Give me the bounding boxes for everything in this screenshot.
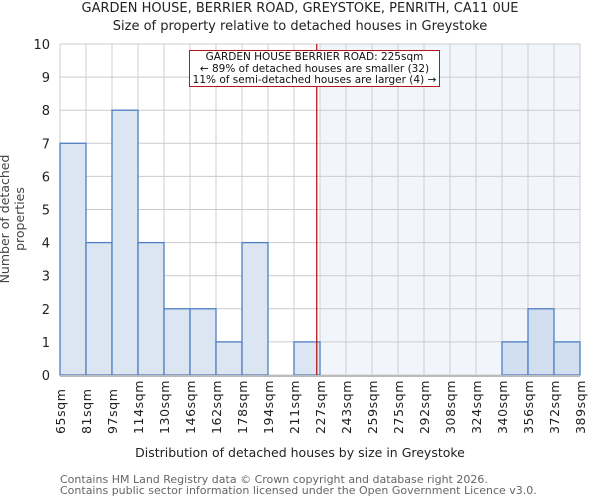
histogram-bar bbox=[137, 241, 165, 376]
x-tick-label: 65sqm bbox=[53, 388, 68, 434]
y-tick-label: 6 bbox=[42, 170, 50, 185]
y-tick-label: 3 bbox=[42, 270, 50, 285]
property-annotation-box: GARDEN HOUSE BERRIER ROAD: 225sqm ← 89% … bbox=[189, 50, 440, 87]
x-tick-label: 292sqm bbox=[417, 380, 432, 434]
annotation-line-1: GARDEN HOUSE BERRIER ROAD: 225sqm bbox=[205, 51, 424, 63]
annotation-line-2: ← 89% of detached houses are smaller (32… bbox=[199, 62, 430, 75]
histogram-bar bbox=[163, 308, 191, 376]
y-tick-label: 8 bbox=[42, 104, 50, 119]
histogram-bar bbox=[501, 341, 529, 376]
chart-title: GARDEN HOUSE, BERRIER ROAD, GREYSTOKE, P… bbox=[81, 1, 519, 16]
x-tick-label: 81sqm bbox=[79, 388, 94, 434]
y-tick-label: 4 bbox=[42, 237, 50, 252]
histogram-bar bbox=[111, 109, 139, 376]
x-axis-title: Distribution of detached houses by size … bbox=[135, 445, 465, 460]
x-tick-label: 97sqm bbox=[105, 388, 120, 434]
x-tick-label: 162sqm bbox=[209, 380, 224, 434]
x-tick-label: 227sqm bbox=[313, 380, 328, 434]
x-tick-label: 211sqm bbox=[287, 380, 302, 434]
y-tick-label: 7 bbox=[42, 137, 50, 152]
footer-copyright: Contains HM Land Registry data © Crown c… bbox=[60, 473, 488, 486]
x-tick-label: 356sqm bbox=[521, 380, 536, 434]
x-tick-label: 372sqm bbox=[547, 380, 562, 434]
x-tick-label: 389sqm bbox=[573, 380, 588, 434]
x-tick-label: 146sqm bbox=[183, 380, 198, 434]
chart-subtitle: Size of property relative to detached ho… bbox=[112, 19, 488, 34]
x-tick-label: 114sqm bbox=[131, 380, 146, 434]
histogram-bar bbox=[527, 308, 555, 376]
histogram-bar bbox=[85, 241, 113, 376]
histogram-bar bbox=[59, 142, 87, 376]
y-tick-label: 2 bbox=[42, 303, 50, 318]
x-tick-label: 340sqm bbox=[495, 380, 510, 434]
x-tick-label: 130sqm bbox=[157, 380, 172, 434]
x-tick-label: 178sqm bbox=[235, 380, 250, 434]
x-tick-label: 259sqm bbox=[365, 380, 380, 434]
y-tick-label: 5 bbox=[42, 204, 50, 219]
y-tick-label: 0 bbox=[42, 369, 50, 384]
y-tick-label: 9 bbox=[42, 71, 50, 86]
histogram-bar bbox=[293, 341, 321, 376]
x-tick-label: 275sqm bbox=[391, 380, 406, 434]
footer-licence: Contains public sector information licen… bbox=[60, 484, 537, 497]
histogram-bar bbox=[215, 341, 243, 376]
histogram-bar bbox=[241, 241, 269, 376]
x-tick-label: 324sqm bbox=[469, 380, 484, 434]
x-tick-label: 308sqm bbox=[443, 380, 458, 434]
y-tick-label: 1 bbox=[42, 336, 50, 351]
y-tick-label: 10 bbox=[33, 38, 50, 53]
annotation-line-3: 11% of semi-detached houses are larger (… bbox=[192, 74, 437, 86]
x-tick-label: 243sqm bbox=[339, 380, 354, 434]
histogram-bar bbox=[553, 341, 581, 376]
histogram-bar bbox=[189, 308, 217, 376]
y-axis-title: Number of detached properties bbox=[0, 154, 27, 284]
x-tick-label: 194sqm bbox=[261, 380, 276, 434]
